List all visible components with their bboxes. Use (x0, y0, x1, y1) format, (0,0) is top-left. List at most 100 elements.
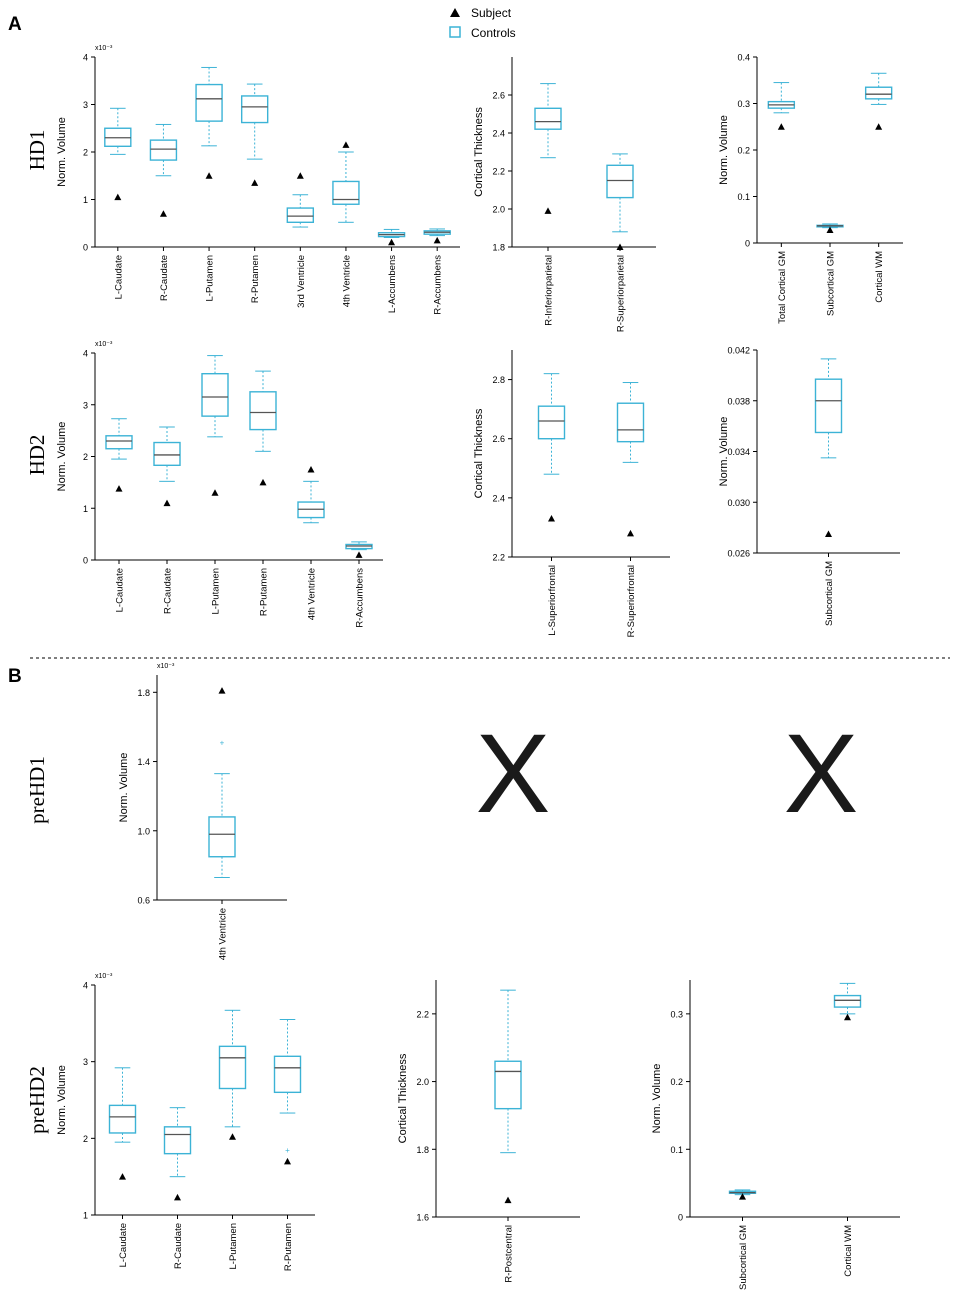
y-tick-label: 2.0 (492, 205, 505, 215)
chart-4: 0 1 2 3 4 Norm. Volume x10⁻³ L-Caudate R-Caudate… (56, 341, 383, 628)
x-tick-label: R-Postcentral (504, 1225, 515, 1283)
iqr-box (249, 391, 277, 431)
boxplot-1 (108, 1067, 137, 1180)
subject-marker (119, 1173, 126, 1180)
y-tick-label: 1.4 (137, 757, 150, 767)
boxplot-3 (201, 355, 229, 496)
x-tick-label: R-Accumbens (433, 255, 444, 315)
iqr-box (208, 816, 236, 858)
y-tick-label: 1 (83, 1211, 88, 1221)
y-tick-label: 3 (83, 400, 88, 410)
y-tick-label: 3 (83, 100, 88, 110)
chart-6: 0.026 0.030 0.034 0.038 0.042 Norm. Volume Sub… (718, 346, 900, 626)
y-tick-label: 0.034 (727, 447, 750, 457)
boxplot-1 (767, 82, 796, 130)
missing-chart-mark-thickness: X (476, 711, 551, 836)
y-axis-label: Norm. Volume (56, 117, 68, 187)
boxplot-1 (728, 1189, 757, 1200)
boxplot-8 (423, 228, 451, 244)
x-tick-label: Cortical WM (843, 1225, 854, 1277)
row-label-hd1: HD1 (25, 130, 49, 171)
row-label-prehd1: preHD1 (25, 756, 49, 824)
y-tick-label: 2 (83, 452, 88, 462)
x-tick-label: 4th Ventricle (307, 568, 318, 620)
y-tick-label: 2 (83, 1134, 88, 1144)
x-tick-label: R-Superiorparietal (616, 255, 627, 332)
iqr-box (105, 435, 133, 450)
legend-subject-marker (450, 8, 460, 17)
subject-marker (844, 1013, 851, 1021)
subject-marker (307, 465, 315, 473)
y-tick-label: 0.042 (727, 346, 750, 356)
x-tick-label: R-Caudate (173, 1223, 184, 1269)
x-tick-label: L-Caudate (118, 1223, 129, 1267)
subject-marker (388, 238, 396, 246)
y-axis-exponent: x10⁻³ (95, 973, 113, 980)
iqr-box (108, 1104, 137, 1134)
x-tick-label: 4th Ventricle (341, 255, 352, 307)
chart-9: 1.6 1.8 2.0 2.2 Cortical Thickness R-Postcent… (397, 980, 580, 1283)
y-tick-label: 0 (678, 1213, 683, 1223)
x-tick-label: R-Putamen (283, 1223, 294, 1271)
charts-layer: 0 1 2 3 4 Norm. Volume x10⁻³ L-Caudate R-Caudate… (56, 45, 903, 1290)
y-tick-label: 0.038 (727, 396, 750, 406)
x-tick-label: Cortical WM (874, 251, 885, 303)
chart-2: 1.8 2.0 2.2 2.4 2.6 Cortical Thickness R-Infer… (473, 57, 656, 332)
boxplot-5 (286, 172, 315, 228)
boxplot-2 (616, 382, 645, 537)
x-tick-label: L-Accumbens (387, 255, 398, 313)
y-tick-label: 4 (83, 53, 88, 63)
outlier-point: + (220, 739, 225, 748)
y-tick-label: 0.3 (670, 1009, 683, 1019)
x-tick-label: R-Caudate (163, 568, 174, 614)
y-tick-label: 2.2 (492, 167, 505, 177)
boxplot-1 (105, 418, 133, 492)
subject-marker (433, 236, 441, 244)
subject-marker (163, 499, 171, 507)
iqr-box (286, 207, 315, 224)
iqr-box (201, 373, 229, 417)
legend-subject-label: Subject (471, 6, 512, 20)
row-label-prehd2: preHD2 (25, 1066, 49, 1134)
subject-marker (826, 226, 834, 233)
boxplot-4: + (273, 1019, 302, 1165)
boxplot-2 (606, 153, 634, 250)
y-tick-label: 0.026 (727, 549, 750, 559)
y-axis-label: Norm. Volume (718, 417, 730, 487)
y-tick-label: 2.2 (416, 1009, 429, 1019)
y-axis-label: Norm. Volume (718, 115, 730, 185)
x-tick-label: R-Inferiorparietal (544, 255, 555, 326)
iqr-box (606, 164, 634, 199)
y-axis-exponent: x10⁻³ (157, 663, 175, 670)
x-tick-label: L-Putamen (211, 568, 222, 614)
boxplot-3 (195, 66, 223, 179)
iqr-box (537, 405, 566, 440)
x-tick-label: R-Superiorfrontal (626, 565, 637, 637)
x-tick-label: L-Superiorfrontal (547, 565, 558, 636)
y-axis-label: Cortical Thickness (473, 408, 485, 498)
iqr-box (494, 1060, 522, 1110)
chart-10: 0 0.1 0.2 0.3 Norm. Volume Subcortical GM Cort… (651, 980, 900, 1290)
y-tick-label: 3 (83, 1057, 88, 1067)
y-tick-label: 1.6 (416, 1213, 429, 1223)
y-tick-label: 2.6 (492, 91, 505, 101)
subject-marker (342, 141, 350, 148)
y-tick-label: 0.2 (670, 1077, 683, 1087)
boxplot-1 (534, 83, 562, 214)
chart-3: 0 0.1 0.2 0.3 0.4 Norm. Volume Total Cortical … (718, 53, 903, 324)
y-tick-label: 1.8 (416, 1145, 429, 1155)
subject-marker (218, 687, 226, 694)
x-tick-label: L-Putamen (228, 1223, 239, 1269)
x-tick-label: Subcortical GM (824, 561, 835, 626)
subject-marker (616, 243, 624, 250)
y-tick-label: 2.6 (492, 434, 505, 444)
subject-marker (174, 1193, 181, 1201)
subject-marker (159, 210, 167, 217)
legend: Subject Controls (449, 6, 516, 40)
iqr-box (149, 139, 178, 161)
boxplot-6 (332, 141, 360, 223)
boxplot-1 (494, 989, 522, 1204)
subject-marker (548, 515, 555, 522)
boxplot-6 (345, 541, 373, 558)
boxplot-4 (249, 370, 277, 486)
